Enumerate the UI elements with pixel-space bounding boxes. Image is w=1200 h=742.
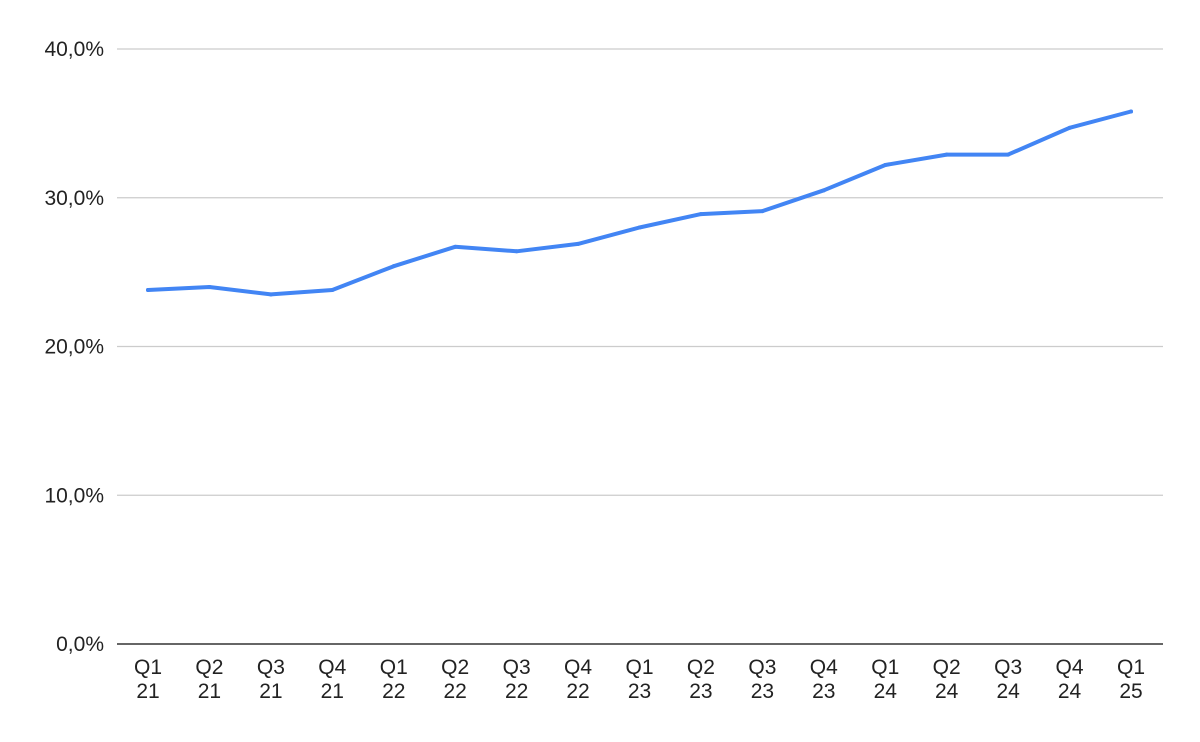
x-tick-label-line: Q1 — [134, 656, 162, 679]
x-tick-label: Q2 22 — [441, 656, 469, 703]
x-tick-label-line: Q2 — [933, 656, 961, 679]
x-tick-label-line: 24 — [996, 680, 1020, 703]
x-tick-label-line: Q3 — [748, 656, 776, 679]
x-tick-label: Q3 22 — [503, 656, 531, 703]
x-tick-label-line: 21 — [136, 680, 159, 703]
x-tick-label: Q1 22 — [380, 656, 408, 703]
data-point — [453, 244, 458, 249]
x-tick-label-line: 22 — [444, 680, 467, 703]
x-tick-label-line: 21 — [198, 680, 221, 703]
x-tick-label-line: Q1 — [871, 656, 899, 679]
x-tick-label: Q1 24 — [871, 656, 899, 703]
x-tick-label-line: Q2 — [687, 656, 715, 679]
data-point — [760, 209, 765, 214]
x-tick-label-line: Q3 — [503, 656, 531, 679]
x-tick-label: Q2 23 — [687, 656, 715, 703]
x-tick-label-line: Q3 — [257, 656, 285, 679]
data-point — [146, 287, 150, 292]
x-tick-label: Q4 22 — [564, 656, 592, 703]
x-tick-label-line: 24 — [874, 680, 898, 703]
x-tick-label: Q4 23 — [810, 656, 838, 703]
x-tick-label-line: Q4 — [810, 656, 838, 679]
data-point — [268, 292, 273, 297]
y-tick-label: 20,0% — [44, 336, 104, 359]
data-point — [330, 287, 335, 292]
data-point — [1006, 152, 1011, 157]
x-tick-label-line: 22 — [505, 680, 528, 703]
x-tick-label-line: 23 — [628, 680, 651, 703]
x-tick-label-line: Q1 — [380, 656, 408, 679]
x-tick-label-line: 23 — [812, 680, 835, 703]
x-tick-label-line: 24 — [935, 680, 959, 703]
x-tick-label-line: 22 — [566, 680, 589, 703]
x-tick-label: Q3 23 — [748, 656, 776, 703]
x-tick-label-line: Q3 — [994, 656, 1022, 679]
data-point — [883, 163, 888, 168]
x-tick-label: Q1 23 — [625, 656, 653, 703]
x-tick-label: Q2 21 — [195, 656, 223, 703]
x-tick-label-line: Q4 — [564, 656, 592, 679]
data-point — [944, 152, 949, 157]
x-tick-label-line: 21 — [321, 680, 344, 703]
y-tick-label: 10,0% — [44, 484, 104, 507]
x-tick-label-line: Q2 — [441, 656, 469, 679]
x-tick-label: Q1 21 — [134, 656, 162, 703]
data-point — [1067, 125, 1072, 130]
y-tick-label: 40,0% — [44, 38, 104, 61]
y-axis-tick-labels: 0,0% 10,0% 20,0% 30,0% 40,0% — [44, 38, 104, 656]
y-tick-label: 0,0% — [56, 633, 104, 656]
x-tick-label-line: Q1 — [625, 656, 653, 679]
data-point — [391, 264, 396, 269]
x-tick-label-line: Q1 — [1117, 656, 1145, 679]
data-point — [207, 285, 212, 289]
data-point — [698, 212, 703, 217]
gridlines — [117, 48, 1163, 496]
series-lines — [146, 109, 1133, 297]
x-tick-label: Q4 21 — [318, 656, 346, 703]
series-line — [146, 109, 1133, 297]
x-tick-label-line: Q4 — [1056, 656, 1084, 679]
data-point — [637, 225, 642, 230]
x-tick-label: Q2 24 — [933, 656, 961, 703]
data-point — [514, 249, 519, 254]
x-tick-label-line: 23 — [689, 680, 712, 703]
x-tick-label-line: 24 — [1058, 680, 1082, 703]
x-tick-label-line: Q2 — [195, 656, 223, 679]
x-tick-label: Q3 24 — [994, 656, 1022, 703]
x-tick-label-line: 22 — [382, 680, 405, 703]
x-tick-label: Q4 24 — [1056, 656, 1084, 703]
y-tick-label: 30,0% — [44, 187, 104, 210]
x-tick-label: Q1 25 — [1117, 656, 1145, 703]
x-tick-label-line: 25 — [1119, 680, 1142, 703]
x-tick-label-line: Q4 — [318, 656, 346, 679]
data-point — [576, 241, 581, 246]
x-tick-label: Q3 21 — [257, 656, 285, 703]
data-point — [821, 188, 826, 193]
data-point — [1129, 109, 1133, 114]
x-tick-label-line: 23 — [751, 680, 774, 703]
x-tick-label-line: 21 — [259, 680, 282, 703]
